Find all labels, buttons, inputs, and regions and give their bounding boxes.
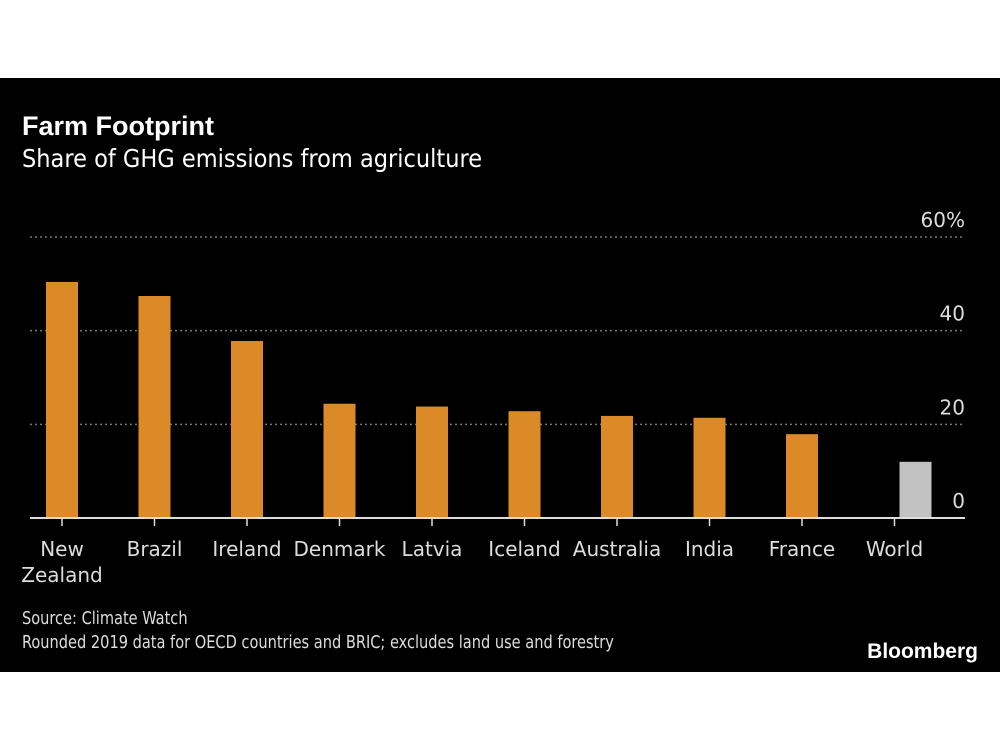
category-label: France xyxy=(769,537,836,561)
bar-brazil xyxy=(138,296,171,518)
bar-new-zealand xyxy=(46,281,78,518)
category-label: India xyxy=(685,537,734,561)
category-label: New Zealand xyxy=(21,537,102,587)
y-tick-label: 20 xyxy=(940,395,965,419)
bar-denmark xyxy=(323,403,356,518)
bar-latvia xyxy=(416,406,448,518)
bar-ireland xyxy=(231,340,263,518)
bar-chart: 0 20 40 60% New Zealand Brazil Ireland Denmark La… xyxy=(21,208,965,587)
bar-world xyxy=(899,461,932,518)
category-label: Ireland xyxy=(212,537,281,561)
category-label: Brazil xyxy=(127,537,183,561)
chart-title: Farm Footprint xyxy=(22,111,214,141)
bar-france xyxy=(786,434,818,518)
y-tick-label: 60% xyxy=(921,208,965,232)
bar-india xyxy=(693,417,726,518)
category-label: Iceland xyxy=(488,537,560,561)
category-label: World xyxy=(866,537,923,561)
category-label: Australia xyxy=(573,537,661,561)
bar-australia xyxy=(601,415,633,518)
bloomberg-logo: Bloomberg xyxy=(867,640,978,663)
note-text: Rounded 2019 data for OECD countries and… xyxy=(22,632,614,653)
chart-subtitle: Share of GHG emissions from agriculture xyxy=(22,144,483,173)
y-tick-label: 0 xyxy=(952,489,965,513)
category-label: Denmark xyxy=(294,537,386,561)
category-label: Latvia xyxy=(402,537,463,561)
chart-panel: 0 20 40 60% New Zealand Brazil Ireland Denmark La… xyxy=(0,78,1000,672)
y-tick-label: 40 xyxy=(940,302,965,326)
bar-iceland xyxy=(508,411,541,518)
source-text: Source: Climate Watch xyxy=(22,608,188,629)
